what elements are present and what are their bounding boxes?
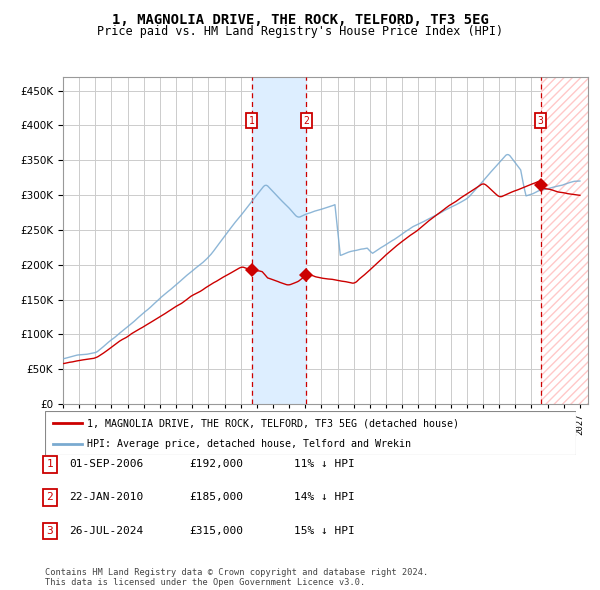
Text: 22-JAN-2010: 22-JAN-2010 bbox=[69, 493, 143, 502]
Text: £315,000: £315,000 bbox=[189, 526, 243, 536]
Text: 01-SEP-2006: 01-SEP-2006 bbox=[69, 460, 143, 469]
Text: 14% ↓ HPI: 14% ↓ HPI bbox=[294, 493, 355, 502]
Bar bbox=[541, 77, 588, 404]
Text: 1: 1 bbox=[46, 460, 53, 469]
Text: 2: 2 bbox=[304, 116, 309, 126]
Text: 3: 3 bbox=[538, 116, 544, 126]
Text: £192,000: £192,000 bbox=[189, 460, 243, 469]
Text: 11% ↓ HPI: 11% ↓ HPI bbox=[294, 460, 355, 469]
Text: HPI: Average price, detached house, Telford and Wrekin: HPI: Average price, detached house, Telf… bbox=[88, 440, 412, 450]
Text: 1: 1 bbox=[248, 116, 254, 126]
Text: 26-JUL-2024: 26-JUL-2024 bbox=[69, 526, 143, 536]
Bar bbox=[251, 77, 306, 404]
Text: 1, MAGNOLIA DRIVE, THE ROCK, TELFORD, TF3 5EG: 1, MAGNOLIA DRIVE, THE ROCK, TELFORD, TF… bbox=[112, 13, 488, 27]
Text: 1, MAGNOLIA DRIVE, THE ROCK, TELFORD, TF3 5EG (detached house): 1, MAGNOLIA DRIVE, THE ROCK, TELFORD, TF… bbox=[88, 418, 460, 428]
Text: 2: 2 bbox=[46, 493, 53, 502]
Text: Price paid vs. HM Land Registry's House Price Index (HPI): Price paid vs. HM Land Registry's House … bbox=[97, 25, 503, 38]
Text: 3: 3 bbox=[46, 526, 53, 536]
Text: 15% ↓ HPI: 15% ↓ HPI bbox=[294, 526, 355, 536]
Text: Contains HM Land Registry data © Crown copyright and database right 2024.
This d: Contains HM Land Registry data © Crown c… bbox=[45, 568, 428, 587]
Text: £185,000: £185,000 bbox=[189, 493, 243, 502]
Bar bbox=[541, 77, 588, 404]
